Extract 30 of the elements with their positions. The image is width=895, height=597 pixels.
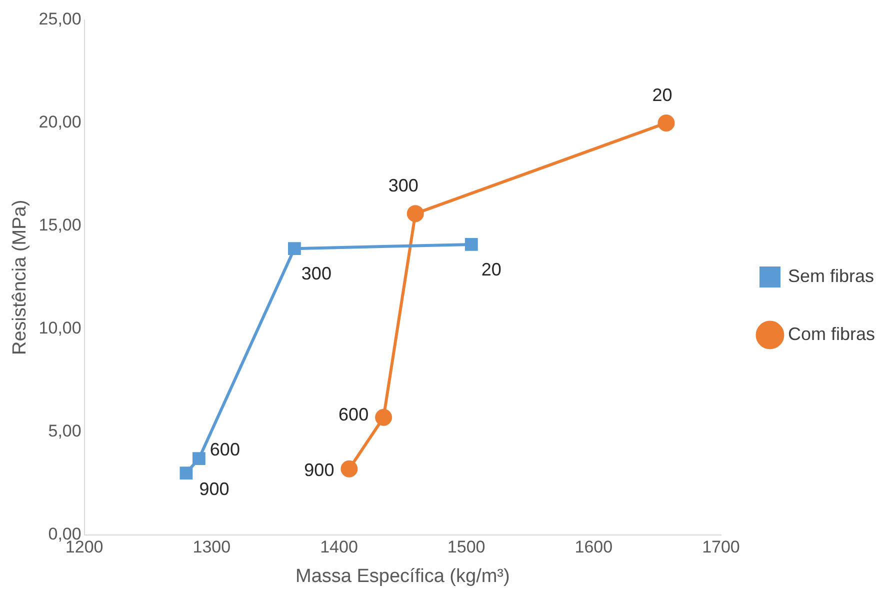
annotation: 600 <box>210 440 240 460</box>
y-tick-label: 5,00 <box>48 422 82 441</box>
point <box>406 205 424 222</box>
y-tick-label: 25,00 <box>38 10 82 29</box>
point <box>180 466 193 480</box>
annotation: 600 <box>338 404 369 424</box>
point <box>658 114 675 132</box>
annotation: 900 <box>199 478 230 499</box>
annotation: 300 <box>388 176 418 196</box>
y-axis-title: Resistência (MPa) <box>10 200 31 356</box>
annotation: 20 <box>481 259 502 280</box>
point <box>192 452 206 466</box>
point <box>288 242 301 256</box>
annotation: 900 <box>304 460 334 480</box>
y-tick-label: 20,00 <box>38 112 82 132</box>
point <box>340 460 358 478</box>
point <box>375 408 392 426</box>
x-tick-label: 1400 <box>320 538 358 557</box>
y-tick-label: 15,00 <box>38 216 82 235</box>
legend-label: Com fibras <box>788 324 876 344</box>
x-axis-title: Massa Específica (kg/m³) <box>295 566 510 587</box>
annotation: 300 <box>301 264 332 284</box>
x-tick-label: 1500 <box>447 538 486 557</box>
legend-label: Sem fibras <box>788 266 874 286</box>
y-tick-label: 10,00 <box>38 318 82 338</box>
x-tick-label: 1700 <box>702 538 740 557</box>
annotation: 20 <box>652 84 672 105</box>
x-tick-label: 1300 <box>192 538 231 557</box>
point <box>464 238 478 251</box>
x-tick-label: 1600 <box>574 538 613 557</box>
